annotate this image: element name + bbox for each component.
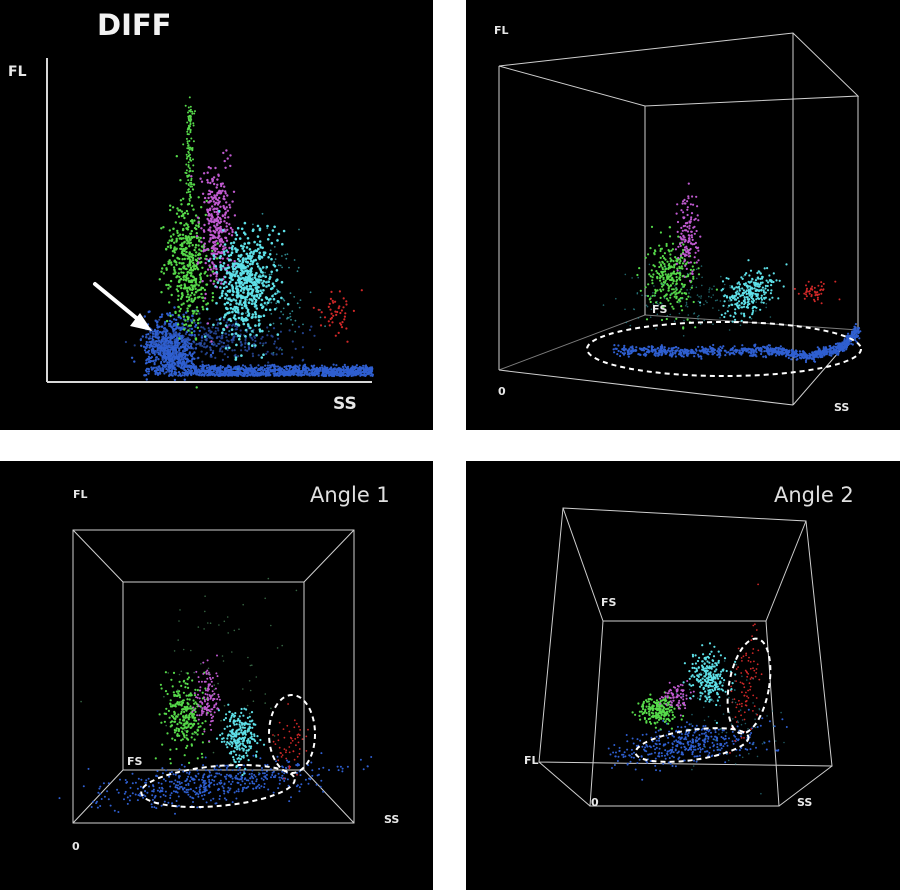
- debris-highlight-ellipse: [634, 727, 750, 763]
- diff-scatter-dots: [124, 96, 374, 389]
- arrow-indicator: [93, 282, 152, 331]
- debris-highlight-ellipse: [140, 763, 296, 809]
- 3d-scatter-svg: [498, 32, 862, 406]
- panel-diff-2d: DIFF FL SS: [0, 0, 433, 430]
- angle2-scatter-svg: [538, 507, 833, 807]
- fs-axis-label: FS: [652, 303, 668, 316]
- ss-axis-label: SS: [797, 796, 813, 809]
- angle2-scatter-dots: [607, 583, 788, 795]
- angle-2-title: Angle 2: [774, 483, 854, 507]
- panel-angle-1: Angle 1 FL FS 0 SS: [0, 461, 433, 890]
- debris-highlight-ellipse: [586, 321, 862, 377]
- angle-1-title: Angle 1: [310, 483, 390, 507]
- red-cluster-highlight-ellipse: [726, 637, 772, 735]
- panel-3d-view: FL FS 0 SS: [466, 0, 900, 430]
- panel-angle-2: Angle 2 FS FL 0 SS: [466, 461, 900, 890]
- angle1-scatter-dots: [58, 577, 373, 815]
- angle1-box-wireframe: [72, 529, 355, 824]
- origin-label: 0: [72, 840, 80, 853]
- fl-axis-label: FL: [524, 754, 539, 767]
- fl-axis-label: FL: [494, 24, 509, 37]
- ss-axis-label: SS: [384, 813, 400, 826]
- origin-label: 0: [591, 796, 599, 809]
- fs-axis-label: FS: [601, 596, 617, 609]
- angle1-scatter-svg: [58, 529, 373, 824]
- red-cluster-highlight-ellipse: [268, 694, 316, 774]
- 3d-scatter-dots: [602, 182, 862, 364]
- fs-axis-label: FS: [127, 755, 143, 768]
- angle2-box-wireframe: [538, 507, 833, 807]
- 3d-box-wireframe: [498, 32, 860, 406]
- diff-scatter-svg: [46, 58, 374, 389]
- ss-axis-label: SS: [834, 401, 850, 414]
- origin-label: 0: [498, 385, 506, 398]
- diff-title: DIFF: [97, 8, 172, 42]
- ss-axis-label: SS: [333, 394, 357, 414]
- fl-axis-label: FL: [73, 488, 88, 501]
- fl-axis-label: FL: [8, 64, 27, 80]
